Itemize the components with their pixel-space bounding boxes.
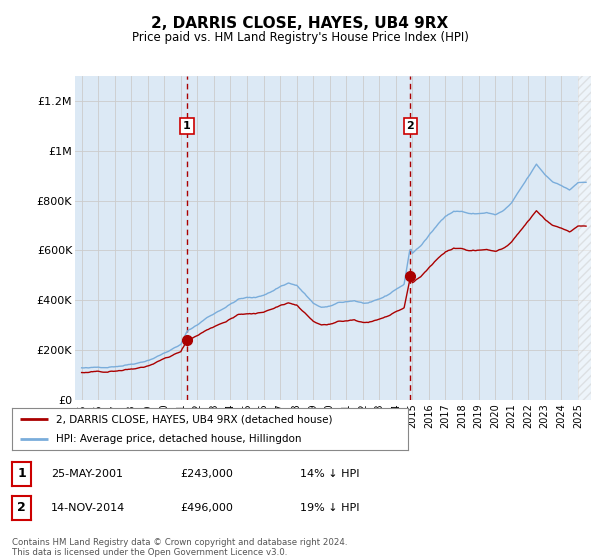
Text: 1: 1 bbox=[183, 121, 191, 131]
Text: Contains HM Land Registry data © Crown copyright and database right 2024.
This d: Contains HM Land Registry data © Crown c… bbox=[12, 538, 347, 557]
Text: 2, DARRIS CLOSE, HAYES, UB4 9RX: 2, DARRIS CLOSE, HAYES, UB4 9RX bbox=[151, 16, 449, 31]
Text: 14% ↓ HPI: 14% ↓ HPI bbox=[300, 469, 359, 479]
Text: 2: 2 bbox=[406, 121, 414, 131]
Text: 1: 1 bbox=[17, 467, 26, 480]
Text: 19% ↓ HPI: 19% ↓ HPI bbox=[300, 503, 359, 513]
Bar bbox=[187, 76, 410, 400]
Text: Price paid vs. HM Land Registry's House Price Index (HPI): Price paid vs. HM Land Registry's House … bbox=[131, 31, 469, 44]
Text: £243,000: £243,000 bbox=[180, 469, 233, 479]
Text: £496,000: £496,000 bbox=[180, 503, 233, 513]
Text: 25-MAY-2001: 25-MAY-2001 bbox=[51, 469, 123, 479]
Text: HPI: Average price, detached house, Hillingdon: HPI: Average price, detached house, Hill… bbox=[56, 434, 301, 444]
Text: 14-NOV-2014: 14-NOV-2014 bbox=[51, 503, 125, 513]
Text: 2: 2 bbox=[17, 501, 26, 515]
Text: 2, DARRIS CLOSE, HAYES, UB4 9RX (detached house): 2, DARRIS CLOSE, HAYES, UB4 9RX (detache… bbox=[56, 414, 332, 424]
Bar bbox=[578, 76, 591, 400]
